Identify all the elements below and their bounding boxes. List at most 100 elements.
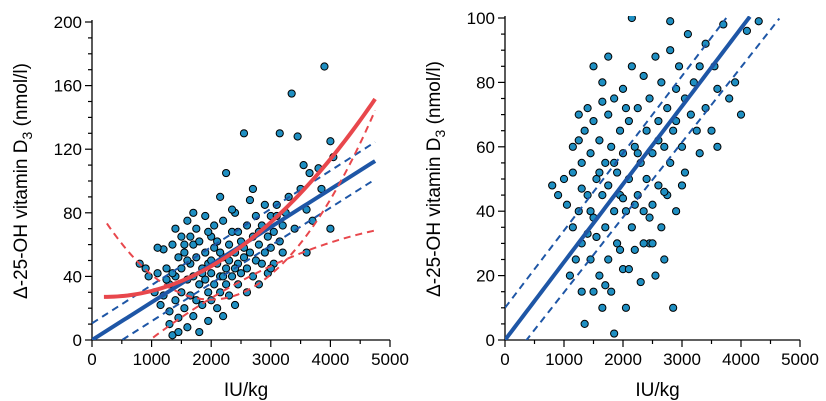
chart2-linear-fit-line <box>505 16 752 340</box>
chart2-data-point <box>562 200 572 209</box>
chart1-quadratic-fit-line <box>103 97 377 299</box>
chart1-data-point <box>153 269 162 278</box>
chart1-data-point <box>183 216 192 225</box>
chart2-data-point <box>586 149 595 158</box>
chart1-data-point <box>204 316 213 326</box>
chart1-data-point <box>299 161 308 170</box>
chart1-data-point <box>201 211 210 221</box>
chart2-data-point <box>618 84 628 93</box>
chart1-data-point <box>180 304 189 313</box>
chart1-data-point <box>219 216 228 225</box>
chart2-data-point <box>642 174 651 184</box>
chart1-data-point <box>227 272 237 281</box>
chart2-data-point <box>615 245 625 254</box>
chart2-data-point <box>580 126 589 135</box>
chart2-y-tick-label: 80 <box>476 73 495 92</box>
chart2-x-tick-label: 4000 <box>722 350 760 369</box>
chart2-data-point <box>571 255 580 264</box>
chart2-data-point <box>645 213 654 222</box>
chart2-data-point <box>695 62 704 71</box>
chart2-data-point <box>651 271 660 280</box>
chart1-data-point <box>195 237 204 246</box>
chart2-y-tick-label: 20 <box>476 267 495 286</box>
chart2-data-point <box>657 223 666 232</box>
chart2-x-tick-label: 2000 <box>604 350 642 369</box>
chart1-data-point <box>171 296 180 305</box>
chart2-x-tick-label: 1000 <box>545 350 583 369</box>
chart2-fit-lines <box>505 16 781 340</box>
chart2-data-point <box>692 126 701 135</box>
chart2-data-point <box>725 94 734 103</box>
chart2-data-point <box>580 319 589 328</box>
chart1-data-point <box>260 200 269 209</box>
chart2-data-point <box>621 104 631 113</box>
chart1-data-point <box>278 221 287 230</box>
chart1-data-point <box>171 224 180 233</box>
chart2-data-point <box>598 191 607 200</box>
chart2-data-point <box>615 126 625 135</box>
chart1-data-point <box>213 304 222 313</box>
chart1-data-point <box>257 259 266 268</box>
chart2-data-point <box>595 271 604 280</box>
chart1-data-point <box>204 288 213 297</box>
chart2-linear-ci-line <box>505 17 728 309</box>
chart2-data-point <box>601 281 610 290</box>
chart1-data-point <box>254 240 263 249</box>
chart2-data-point <box>624 116 634 126</box>
chart2-data-point <box>589 62 598 71</box>
chart2-y-tick-label: 60 <box>476 138 495 157</box>
chart2-linear-ci-line <box>525 17 781 340</box>
chart1-data-point <box>156 300 165 310</box>
chart2-data-point <box>666 46 675 55</box>
chart1-x-axis-label: IU/kg <box>224 380 268 401</box>
chart1-data-point <box>219 312 228 321</box>
chart2-data-point <box>680 168 690 177</box>
chart2-data-point <box>586 207 595 216</box>
chart2-data-point <box>742 26 752 35</box>
chart2-data-point <box>677 181 687 190</box>
chart2-data-point <box>568 142 577 151</box>
chart2-data-point <box>592 232 601 242</box>
chart1-x-tick-label: 2000 <box>192 350 230 369</box>
chart2-data-point <box>707 126 716 135</box>
chart1-data-point <box>248 184 258 194</box>
chart2-data-point <box>589 116 598 126</box>
chart2-x-tick-label: 3000 <box>663 350 701 369</box>
chart2-data-point <box>657 78 666 87</box>
chart2-data-point <box>598 97 607 106</box>
chart2-data-point <box>627 16 636 23</box>
chart2-data-point <box>604 110 613 119</box>
chart2-data-point <box>642 126 651 135</box>
chart1-data-point <box>224 240 234 249</box>
chart2-data-point <box>554 191 563 200</box>
chart1-data-point <box>230 300 240 310</box>
chart1-x-tick-label: 1000 <box>133 350 171 369</box>
chart2-y-tick-label: 100 <box>467 9 495 28</box>
chart2-data-point <box>736 110 746 119</box>
chart1-data-point <box>263 232 272 241</box>
chart1-data-point <box>275 129 284 138</box>
chart2-data-point <box>604 52 613 61</box>
chart1-x-tick-label: 3000 <box>252 350 290 369</box>
chart2-data-point <box>604 181 613 190</box>
chart2-x-tick-label: 5000 <box>781 350 819 369</box>
chart2-data-point <box>607 142 616 151</box>
chart1-linear-ci-line <box>92 141 376 325</box>
chart2-x-axis-label: IU/kg <box>635 380 679 401</box>
chart1-data-point <box>222 264 231 273</box>
chart1-fit-lines <box>92 97 377 340</box>
chart2-data-point <box>633 149 642 158</box>
chart1-y-tick-label: 80 <box>63 204 82 223</box>
chart1-data-point <box>239 253 249 262</box>
chart1-data-point <box>216 248 225 257</box>
chart2-data-point <box>660 255 669 264</box>
chart1-data-point <box>186 232 195 241</box>
chart1-data-point <box>326 137 335 146</box>
chart1-x-tick-label: 5000 <box>371 350 409 369</box>
chart1-data-point <box>242 264 252 273</box>
chart2-data-point <box>669 303 678 312</box>
chart2-data-point <box>610 329 619 338</box>
chart2-data-point <box>630 200 639 209</box>
